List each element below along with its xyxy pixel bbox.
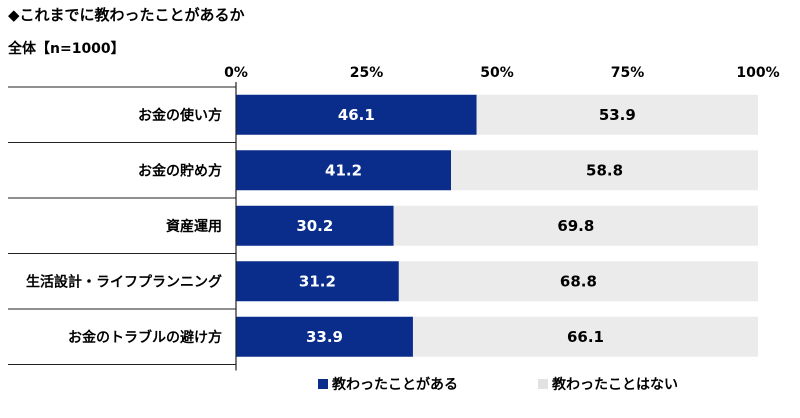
data-label-not-learned: 68.8: [560, 272, 597, 290]
x-tick-label: 25%: [350, 65, 384, 81]
category-label: 生活設計・ライフプランニング: [26, 273, 222, 290]
data-label-not-learned: 69.8: [557, 217, 594, 235]
bar-not-learned: [398, 261, 758, 302]
x-tick-label: 75%: [611, 65, 645, 81]
data-label-learned: 41.2: [325, 161, 362, 179]
legend-swatch-not-learned: [538, 379, 548, 389]
category-label: お金の使い方: [138, 107, 222, 124]
legend-swatch-learned: [318, 379, 328, 389]
data-label-learned: 31.2: [299, 272, 336, 290]
legend-item-not-learned: 教わったことはない: [538, 374, 678, 394]
bar-not-learned: [451, 150, 758, 191]
data-label-learned: 33.9: [306, 328, 343, 346]
bar-learned: [236, 316, 413, 357]
legend-item-learned: 教わったことがある: [318, 374, 458, 394]
x-tick-label: 0%: [224, 65, 248, 81]
legend: 教わったことがある 教わったことはない: [0, 374, 800, 394]
bar-learned: [236, 205, 394, 246]
chart-title: ◆これまでに教わったことがあるか: [8, 6, 245, 24]
data-label-learned: 46.1: [338, 106, 375, 124]
bar-not-learned: [476, 94, 758, 135]
bar-learned: [236, 94, 477, 135]
category-label: お金の貯め方: [138, 162, 222, 179]
bar-learned: [236, 261, 399, 302]
data-label-not-learned: 66.1: [567, 328, 604, 346]
data-label-not-learned: 58.8: [586, 161, 623, 179]
legend-label-not-learned: 教わったことはない: [552, 377, 678, 393]
category-label: 資産運用: [166, 218, 222, 235]
legend-label-learned: 教わったことがある: [332, 377, 458, 393]
bar-not-learned: [412, 316, 758, 357]
x-tick-label: 50%: [480, 65, 514, 81]
category-label: お金のトラブルの避け方: [68, 329, 222, 346]
bar-not-learned: [393, 205, 758, 246]
bar-learned: [236, 150, 452, 191]
data-label-not-learned: 53.9: [599, 106, 636, 124]
data-label-learned: 30.2: [296, 217, 333, 235]
x-tick-label: 100%: [736, 65, 779, 81]
chart-subtitle: 全体【n=1000】: [8, 41, 125, 57]
